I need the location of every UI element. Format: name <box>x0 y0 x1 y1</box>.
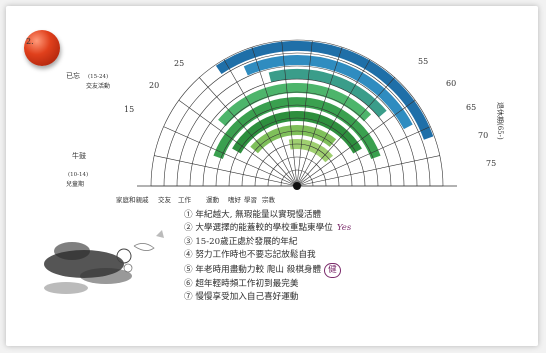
left-side-label: 兒童期 <box>66 180 84 188</box>
right-tick-label: 55 <box>418 57 428 66</box>
grid-spoke <box>296 126 431 187</box>
note-6: ⑥ 超年輕時頻工作初到最完美 <box>184 279 299 290</box>
grid-ring <box>215 104 379 187</box>
grid-spoke <box>251 47 298 187</box>
grid-ring <box>280 169 314 187</box>
page-number: 2. <box>26 37 34 46</box>
note-4: ④ 努力工作時也不要忘記放鬆自我 <box>184 250 316 261</box>
radial-bar-5 <box>213 97 381 160</box>
left-tick-label: 15 <box>124 105 134 114</box>
grid-spoke <box>178 99 298 187</box>
grid-ring <box>163 52 431 187</box>
polar-grid <box>137 39 457 190</box>
slide-frame: 2. 25 20 15 55 60 65 70 75 已忘 (15-24) 交友活動牛鼓 (10-14… <box>6 6 538 346</box>
radial-bars <box>213 41 434 163</box>
grid-spoke <box>296 99 416 187</box>
note-5: ⑤ 年老時用盡動力較 爬山 殺棋身體健 <box>184 262 351 279</box>
center-dot <box>293 182 301 190</box>
grid-ring <box>241 130 353 187</box>
left-side-label: (15-24) <box>88 73 108 80</box>
bottom-category-label: 運動 <box>206 195 220 204</box>
grid-spoke <box>154 155 298 187</box>
right-tick-label: 75 <box>486 159 496 168</box>
note-1: ① 年紀越大, 無瑕能量以實現慢活體 <box>184 210 322 220</box>
grid-spoke <box>296 40 313 187</box>
bottom-category-label: 宗教 <box>262 195 276 204</box>
right-tick-label: 65 <box>466 103 476 112</box>
left-side-label: 已忘 <box>66 71 80 80</box>
bottom-category-label: 工作 <box>178 195 192 204</box>
grid-spoke <box>296 155 440 187</box>
note-7: ⑦ 慢慢享受加入自己喜好運動 <box>184 292 299 303</box>
left-side-label: 牛鼓 <box>72 151 86 160</box>
right-tick-label: 60 <box>446 79 456 88</box>
bottom-category-label: 嗜好 <box>228 195 242 204</box>
grid-spoke <box>223 59 298 187</box>
bottom-category-label: 學習 <box>244 195 257 204</box>
grid-ring <box>254 143 340 187</box>
radial-bar-6 <box>232 111 362 154</box>
grid-ring <box>202 91 392 187</box>
circled-mark: 健 <box>324 262 341 279</box>
grid-ring <box>189 78 405 187</box>
grid-spoke <box>296 77 395 187</box>
notes-list: ① 年紀越大, 無瑕能量以實現慢活體 ② 大學選擇的能蓋較的學校重點東學位 Yes… <box>184 209 351 305</box>
left-tick-label: 25 <box>174 59 184 68</box>
grid-ring <box>228 117 366 187</box>
note-3: ③ 15-20歲正處於發展的年紀 <box>184 236 298 247</box>
bottom-category-label: 家庭和親戚 <box>116 195 149 204</box>
right-side-label: 退休期(65-) <box>496 102 505 140</box>
left-tick-label: 20 <box>149 81 159 90</box>
note-2: ② 大學選擇的能蓋較的學校重點東學位 Yes <box>184 223 352 234</box>
grid-ring <box>176 65 418 187</box>
red-ball-icon <box>24 30 60 66</box>
grid-spoke <box>296 59 371 187</box>
grid-spoke <box>163 126 298 187</box>
yes-mark: Yes <box>336 223 352 234</box>
bottom-category-label: 交友 <box>158 195 172 204</box>
grid-spoke <box>199 77 298 187</box>
radial-bar-4 <box>218 83 372 127</box>
right-tick-label: 70 <box>478 131 488 140</box>
ink-wash-illustration <box>44 230 164 294</box>
left-side-label: 交友活動 <box>86 82 110 90</box>
grid-spoke <box>281 40 298 187</box>
radial-bar-2 <box>243 55 413 130</box>
left-side-label: (10-14) <box>68 171 88 178</box>
grid-spoke <box>296 47 343 187</box>
grid-ring <box>150 39 444 187</box>
radial-bar-7 <box>250 125 337 154</box>
